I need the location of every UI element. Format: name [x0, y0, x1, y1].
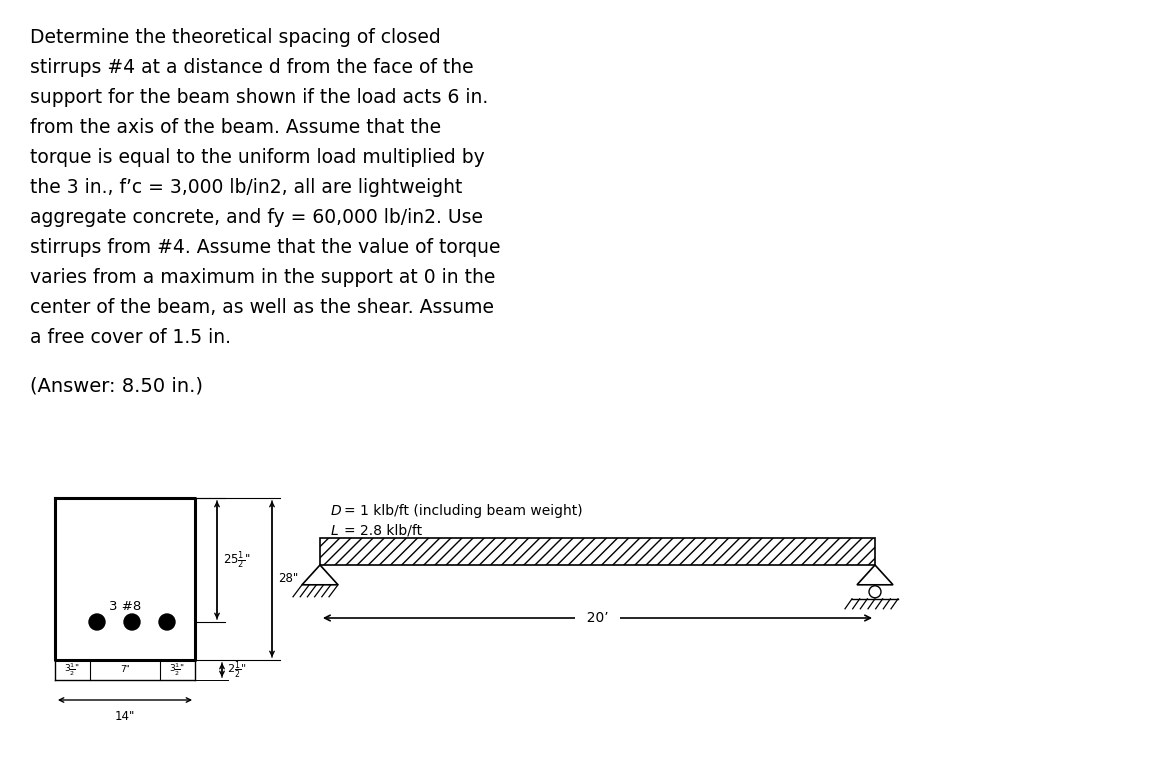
- Text: 25$\mathregular{\frac{1}{2}}$": 25$\mathregular{\frac{1}{2}}$": [223, 549, 251, 571]
- Text: $L$: $L$: [329, 524, 339, 538]
- Text: = 2.8 klb/ft: = 2.8 klb/ft: [344, 524, 422, 538]
- Text: stirrups from #4. Assume that the value of torque: stirrups from #4. Assume that the value …: [30, 238, 500, 257]
- Text: support for the beam shown if the load acts 6 in.: support for the beam shown if the load a…: [30, 88, 488, 107]
- Text: varies from a maximum in the support at 0 in the: varies from a maximum in the support at …: [30, 268, 495, 287]
- Text: center of the beam, as well as the shear. Assume: center of the beam, as well as the shear…: [30, 298, 494, 317]
- Text: 3$\mathregular{\frac{1}{2}}$": 3$\mathregular{\frac{1}{2}}$": [65, 662, 81, 678]
- Text: 3 #8: 3 #8: [109, 600, 142, 613]
- Circle shape: [159, 614, 175, 630]
- Text: from the axis of the beam. Assume that the: from the axis of the beam. Assume that t…: [30, 118, 441, 137]
- Circle shape: [89, 614, 105, 630]
- Text: 14": 14": [115, 710, 135, 723]
- Circle shape: [124, 614, 141, 630]
- Text: aggregate concrete, and fy = 60,000 lb/in2. Use: aggregate concrete, and fy = 60,000 lb/i…: [30, 208, 483, 227]
- Text: torque is equal to the uniform load multiplied by: torque is equal to the uniform load mult…: [30, 148, 485, 167]
- Text: $D$: $D$: [329, 504, 342, 518]
- Text: 20’: 20’: [578, 611, 617, 625]
- Text: = 1 klb/ft (including beam weight): = 1 klb/ft (including beam weight): [344, 504, 583, 518]
- Text: 7": 7": [120, 666, 130, 674]
- Text: 2$\mathregular{\frac{1}{2}}$": 2$\mathregular{\frac{1}{2}}$": [227, 660, 247, 681]
- Text: (Answer: 8.50 in.): (Answer: 8.50 in.): [30, 376, 203, 395]
- Text: 28": 28": [278, 573, 298, 586]
- Text: a free cover of 1.5 in.: a free cover of 1.5 in.: [30, 328, 232, 347]
- Text: stirrups #4 at a distance d from the face of the: stirrups #4 at a distance d from the fac…: [30, 58, 473, 77]
- Text: the 3 in., f’c = 3,000 lb/in2, all are lightweight: the 3 in., f’c = 3,000 lb/in2, all are l…: [30, 178, 462, 197]
- Text: 3$\mathregular{\frac{1}{2}}$": 3$\mathregular{\frac{1}{2}}$": [169, 662, 185, 678]
- Bar: [320, 538, 876, 565]
- Text: Determine the theoretical spacing of closed: Determine the theoretical spacing of clo…: [30, 28, 441, 47]
